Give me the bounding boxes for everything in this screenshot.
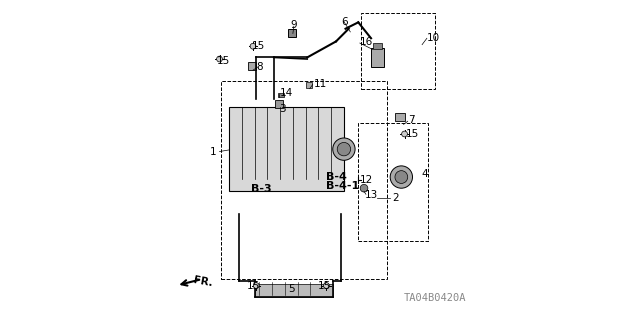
Bar (275, 100, 283, 108)
Circle shape (402, 131, 408, 137)
Text: 4: 4 (422, 169, 428, 179)
Circle shape (333, 138, 355, 160)
Text: 15: 15 (406, 129, 419, 139)
Text: 11: 11 (314, 79, 327, 89)
Bar (306, 82, 312, 88)
Text: 2: 2 (392, 193, 398, 203)
Text: 15: 15 (318, 280, 332, 291)
Text: 6: 6 (341, 17, 348, 27)
Text: 15: 15 (216, 56, 230, 66)
Bar (395, 113, 404, 121)
Bar (278, 93, 284, 97)
Circle shape (253, 283, 259, 288)
Text: 15: 15 (252, 41, 265, 51)
Circle shape (390, 166, 413, 188)
Text: 13: 13 (365, 189, 378, 200)
Text: 5: 5 (289, 284, 295, 294)
Text: 10: 10 (427, 33, 440, 43)
Circle shape (337, 142, 351, 156)
Bar (288, 29, 296, 37)
Text: 9: 9 (291, 20, 297, 30)
Text: 3: 3 (279, 104, 286, 114)
Text: 1: 1 (210, 146, 216, 157)
Text: TA04B0420A: TA04B0420A (404, 293, 466, 303)
Circle shape (360, 184, 368, 192)
Text: B-3: B-3 (251, 184, 272, 194)
Circle shape (250, 43, 256, 49)
Bar (362, 13, 435, 89)
Text: 12: 12 (360, 175, 373, 185)
Circle shape (216, 56, 223, 62)
Bar (371, 48, 384, 67)
Text: 15: 15 (246, 280, 260, 291)
Text: 16: 16 (360, 37, 373, 48)
Bar (229, 107, 344, 191)
Bar (358, 123, 428, 241)
Text: B-4-1: B-4-1 (326, 181, 359, 191)
Text: 14: 14 (280, 88, 293, 99)
Text: 8: 8 (256, 62, 263, 72)
Text: B-4: B-4 (326, 172, 347, 182)
Text: 7: 7 (408, 115, 414, 125)
Circle shape (323, 283, 330, 288)
Bar (248, 62, 256, 70)
Bar (372, 43, 382, 49)
Text: FR.: FR. (193, 275, 213, 288)
Circle shape (395, 171, 408, 183)
Bar (221, 81, 387, 279)
Bar (255, 284, 333, 297)
